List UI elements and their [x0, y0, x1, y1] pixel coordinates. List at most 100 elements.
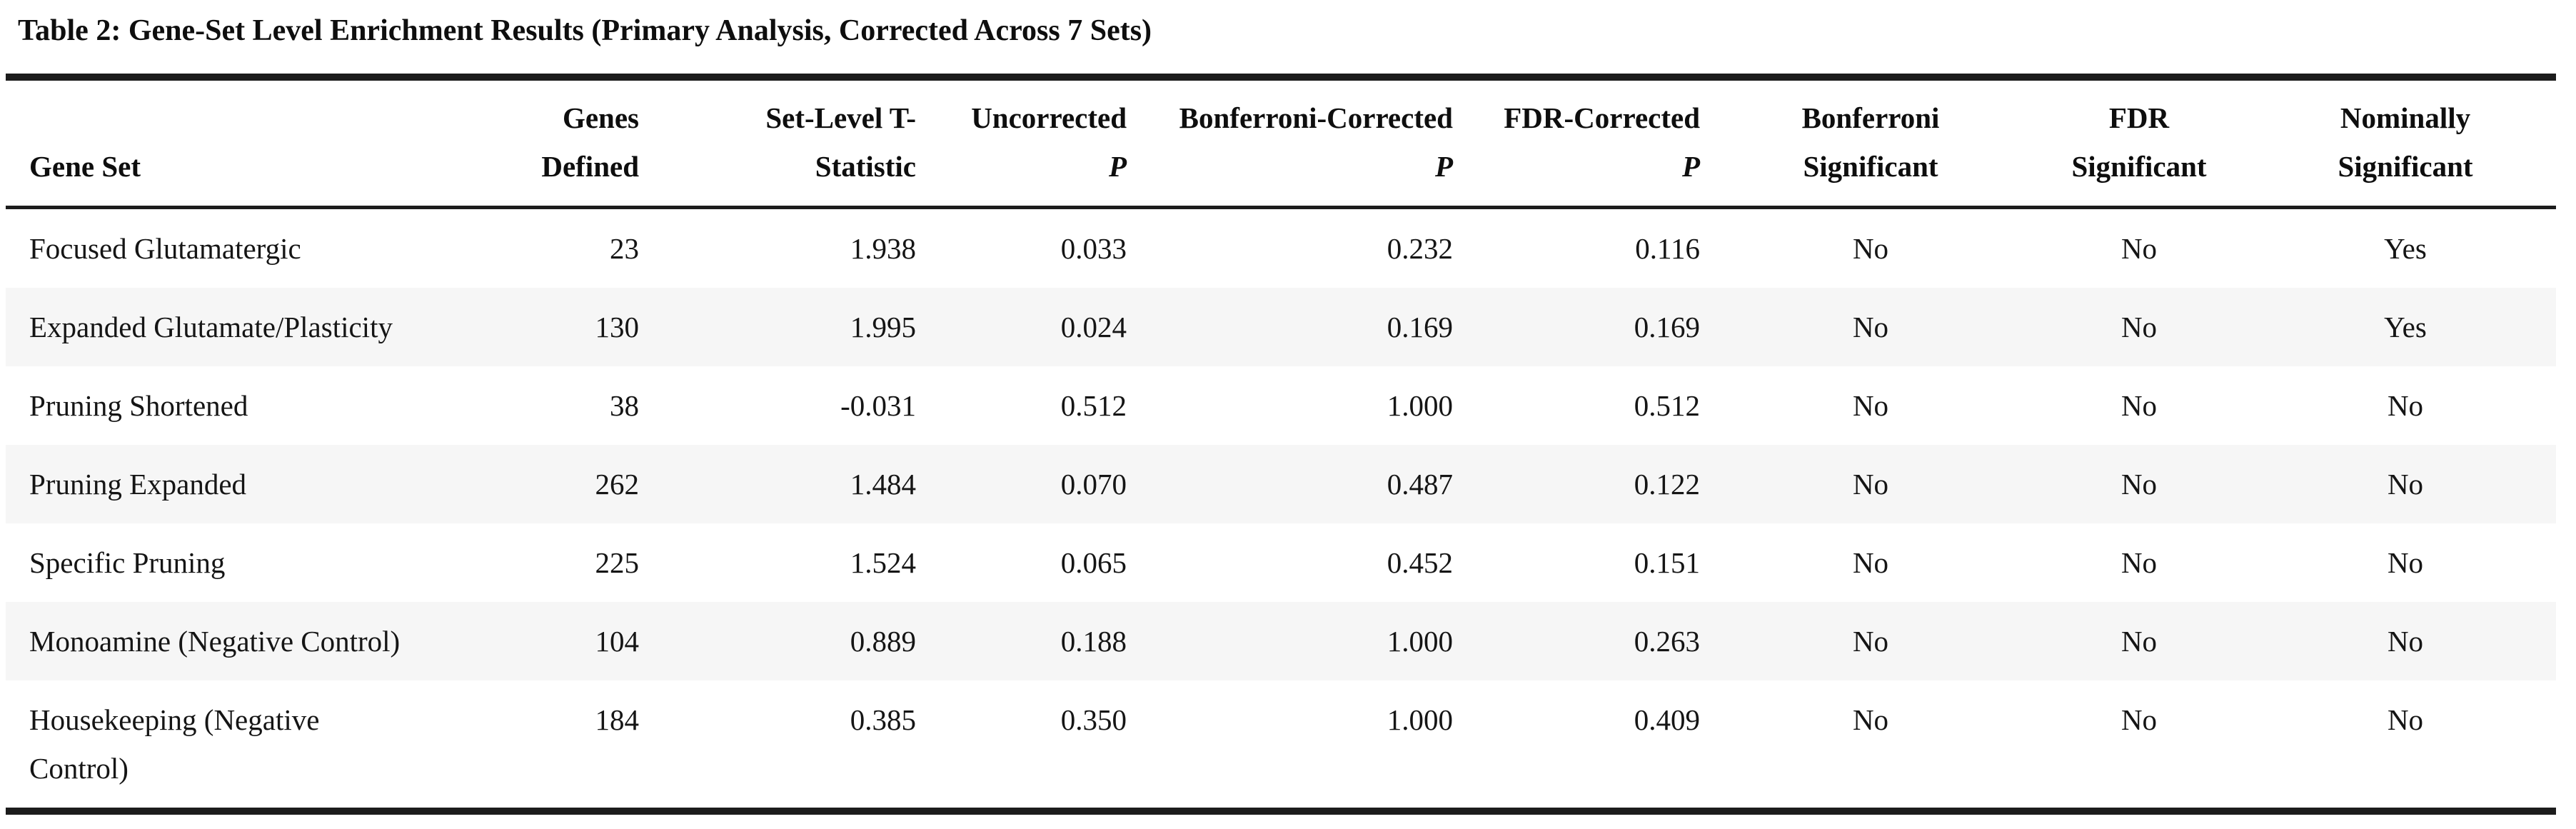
cell-nominally-significant: No: [2387, 546, 2424, 579]
header-label: Defined: [541, 150, 639, 183]
cell-bonferroni-corrected-p: 0.487: [1387, 468, 1453, 501]
header-label: P: [1681, 150, 1700, 183]
cell-fdr-corrected-p: 0.122: [1634, 468, 1700, 501]
cell-uncorrected-p: 0.065: [1060, 546, 1127, 579]
header-label: Significant: [2338, 150, 2473, 183]
cell-nominally-significant: Yes: [2384, 232, 2427, 265]
cell-gene-set: Focused Glutamatergic: [29, 232, 301, 265]
cell-fdr-significant: No: [2120, 468, 2158, 501]
header-label: Significant: [2071, 150, 2207, 183]
header-label: Gene Set: [29, 150, 141, 183]
cell-set-level-t-statistic: 0.385: [850, 703, 916, 736]
header-cell-gene-set: Gene Set: [6, 77, 527, 208]
header-label: FDR: [2108, 101, 2170, 134]
table-title: Table 2: Gene-Set Level Enrichment Resul…: [18, 14, 1152, 47]
table-header: Gene Set Genes Defined Set-Level T- Statisti…: [6, 77, 2556, 208]
header-cell-bonferroni-corrected-p: Bonferroni-Corrected P: [1144, 77, 1471, 208]
header-label: Nominally: [2340, 101, 2471, 134]
header-label: Significant: [1803, 150, 1938, 183]
header-cell-bonferroni-significant: Bonferroni Significant: [1718, 77, 2023, 208]
cell-uncorrected-p: 0.024: [1060, 311, 1127, 343]
cell-nominally-significant: No: [2387, 703, 2424, 736]
table-row: Monoamine (Negative Control) 104 0.889 0.18…: [6, 602, 2556, 680]
cell-bonferroni-corrected-p: 0.452: [1387, 546, 1453, 579]
cell-nominally-significant: No: [2387, 625, 2424, 658]
header-label: FDR-Corrected: [1504, 101, 1700, 134]
cell-genes-defined: 225: [595, 546, 640, 579]
cell-genes-defined: 184: [595, 703, 640, 736]
header-cell-genes-defined: Genes Defined: [527, 77, 657, 208]
header-label: Uncorrected: [971, 101, 1127, 134]
cell-gene-set: Expanded Glutamate/Plasticity: [29, 311, 393, 343]
header-label: P: [1434, 150, 1453, 183]
cell-bonferroni-significant: No: [1852, 468, 1889, 501]
cell-bonferroni-corrected-p: 1.000: [1387, 703, 1453, 736]
cell-fdr-significant: No: [2120, 389, 2158, 422]
cell-fdr-corrected-p: 0.169: [1634, 311, 1700, 343]
cell-uncorrected-p: 0.188: [1060, 625, 1127, 658]
table-row: Focused Glutamatergic 23 1.938 0.033 0.232 0.…: [6, 208, 2556, 288]
cell-bonferroni-significant: No: [1852, 311, 1889, 343]
header-cell-fdr-corrected-p: FDR-Corrected P: [1471, 77, 1718, 208]
header-label: Genes: [562, 101, 639, 134]
table-row: Expanded Glutamate/Plasticity 130 1.995 0.0…: [6, 288, 2556, 366]
cell-fdr-corrected-p: 0.409: [1634, 703, 1700, 736]
cell-set-level-t-statistic: 1.484: [850, 468, 916, 501]
cell-bonferroni-corrected-p: 0.169: [1387, 311, 1453, 343]
cell-set-level-t-statistic: 1.938: [850, 232, 916, 265]
cell-genes-defined: 130: [595, 311, 640, 343]
table-row: Pruning Expanded 262 1.484 0.070 0.487 0.122 N…: [6, 445, 2556, 523]
header-label: Bonferroni-Corrected: [1179, 101, 1453, 134]
cell-uncorrected-p: 0.350: [1060, 703, 1127, 736]
cell-bonferroni-corrected-p: 0.232: [1387, 232, 1453, 265]
table-row: Housekeeping (Negative Control) 184 0.385 0…: [6, 680, 2556, 811]
cell-uncorrected-p: 0.512: [1060, 389, 1127, 422]
cell-gene-set: Monoamine (Negative Control): [29, 625, 401, 658]
cell-genes-defined: 262: [595, 468, 640, 501]
header-row: Gene Set Genes Defined Set-Level T- Statisti…: [6, 77, 2556, 208]
cell-set-level-t-statistic: 1.995: [850, 311, 916, 343]
cell-bonferroni-significant: No: [1852, 546, 1889, 579]
cell-fdr-corrected-p: 0.151: [1634, 546, 1700, 579]
cell-genes-defined: 38: [610, 389, 639, 422]
cell-bonferroni-corrected-p: 1.000: [1387, 625, 1453, 658]
cell-bonferroni-significant: No: [1852, 232, 1889, 265]
cell-uncorrected-p: 0.070: [1060, 468, 1127, 501]
cell-nominally-significant: No: [2387, 468, 2424, 501]
cell-fdr-corrected-p: 0.263: [1634, 625, 1700, 658]
header-cell-fdr-significant: FDR Significant: [2023, 77, 2255, 208]
cell-gene-set: Pruning Shortened: [29, 389, 248, 422]
cell-fdr-significant: No: [2120, 311, 2158, 343]
cell-bonferroni-significant: No: [1852, 703, 1889, 736]
header-cell-nominally-significant: Nominally Significant: [2255, 77, 2556, 208]
cell-fdr-corrected-p: 0.116: [1635, 232, 1700, 265]
paper-page: Table 2: Gene-Set Level Enrichment Resul…: [0, 13, 2576, 829]
cell-fdr-significant: No: [2120, 703, 2158, 736]
cell-bonferroni-significant: No: [1852, 389, 1889, 422]
header-label: Statistic: [815, 150, 916, 183]
cell-fdr-significant: No: [2120, 546, 2158, 579]
header-label: Set-Level T-: [765, 101, 916, 134]
cell-nominally-significant: Yes: [2384, 311, 2427, 343]
cell-gene-set: Pruning Expanded: [29, 468, 247, 501]
cell-nominally-significant: No: [2387, 389, 2424, 422]
cell-bonferroni-significant: No: [1852, 625, 1889, 658]
header-label: P: [1108, 150, 1127, 183]
cell-set-level-t-statistic: 0.889: [850, 625, 916, 658]
header-cell-set-level-t-statistic: Set-Level T- Statistic: [657, 77, 934, 208]
table-row: Pruning Shortened 38 -0.031 0.512 1.000 0.512…: [6, 366, 2556, 445]
cell-bonferroni-corrected-p: 1.000: [1387, 389, 1453, 422]
cell-fdr-corrected-p: 0.512: [1634, 389, 1700, 422]
table-row: Specific Pruning 225 1.524 0.065 0.452 0.151 N…: [6, 523, 2556, 602]
cell-fdr-significant: No: [2120, 625, 2158, 658]
cell-gene-set: Housekeeping (Negative Control): [29, 703, 320, 785]
table-body: Focused Glutamatergic 23 1.938 0.033 0.232 0.…: [6, 208, 2556, 812]
cell-uncorrected-p: 0.033: [1060, 232, 1127, 265]
header-label: Bonferroni: [1801, 101, 1940, 134]
cell-genes-defined: 104: [595, 625, 640, 658]
header-cell-uncorrected-p: Uncorrected P: [934, 77, 1144, 208]
cell-gene-set: Specific Pruning: [29, 546, 226, 579]
cell-set-level-t-statistic: 1.524: [850, 546, 916, 579]
gene-set-enrichment-table: Gene Set Genes Defined Set-Level T- Statisti…: [6, 74, 2556, 815]
cell-fdr-significant: No: [2120, 232, 2158, 265]
